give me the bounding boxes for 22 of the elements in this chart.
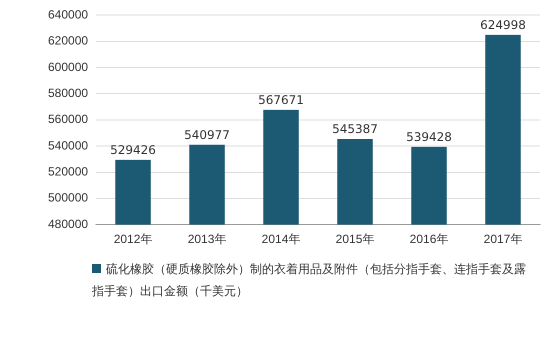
data-label: 624998 <box>480 18 526 32</box>
y-tick-label: 500000 <box>48 190 88 205</box>
data-label: 540977 <box>184 128 230 142</box>
y-tick-label: 580000 <box>48 86 88 100</box>
x-tick-label: 2012年 <box>114 232 152 246</box>
y-tick-label: 640000 <box>48 8 88 22</box>
data-label: 545387 <box>332 122 378 136</box>
data-label: 567671 <box>258 92 304 107</box>
y-tick-label: 540000 <box>48 138 88 152</box>
y-tick-label: 520000 <box>48 164 88 179</box>
x-tick-label: 2016年 <box>410 232 448 246</box>
data-label: 529426 <box>110 143 156 158</box>
x-tick-label: 2014年 <box>262 232 300 246</box>
legend-label: 硫化橡胶（硬质橡胶除外）制的衣着用品及附件（包括分指手套、连指手套及露指手套）出口金额（千美元） <box>92 261 527 300</box>
x-tick-label: 2015年 <box>336 232 374 246</box>
y-tick-label: 620000 <box>48 34 88 48</box>
x-tick-label: 2013年 <box>188 232 226 246</box>
y-tick-label: 480000 <box>48 216 88 231</box>
y-tick-label: 600000 <box>48 60 88 74</box>
data-label: 539428 <box>406 130 452 144</box>
x-tick-label: 2017年 <box>484 232 522 246</box>
y-tick-label: 560000 <box>48 112 88 126</box>
